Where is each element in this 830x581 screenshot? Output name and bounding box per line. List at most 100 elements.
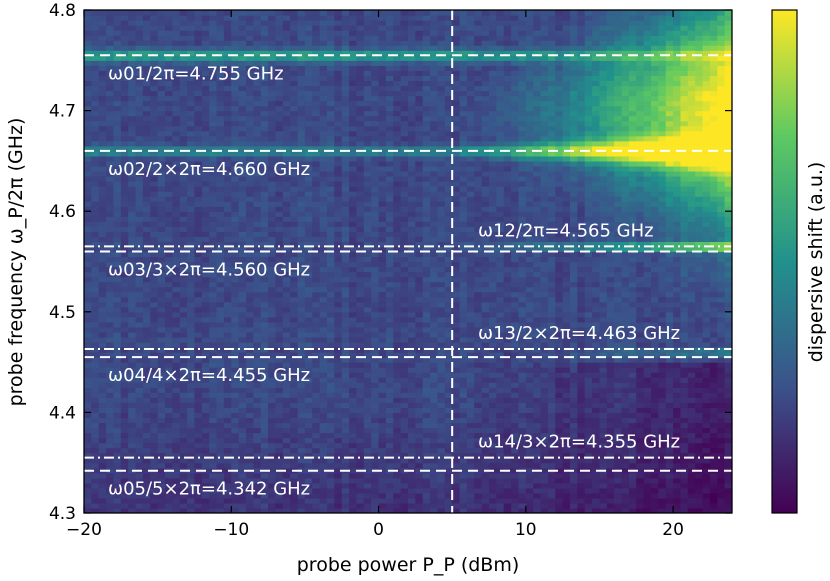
heatmap-cell	[231, 311, 240, 318]
heatmap-cell	[430, 170, 439, 177]
heatmap-cell	[179, 170, 188, 177]
heatmap-cell	[437, 392, 446, 398]
heatmap-cell	[135, 276, 144, 283]
heatmap-cell	[363, 15, 372, 21]
heatmap-cell	[231, 95, 240, 102]
heatmap-cell	[223, 125, 232, 132]
heatmap-cell	[84, 165, 92, 172]
heatmap-cell	[135, 427, 144, 434]
heatmap-cell	[84, 246, 92, 253]
heatmap-cell	[223, 105, 232, 112]
heatmap-cell	[157, 286, 166, 293]
heatmap-cell	[422, 140, 431, 147]
heatmap-cell	[341, 306, 350, 313]
heatmap-cell	[106, 10, 115, 16]
heatmap-cell	[216, 321, 225, 328]
heatmap-cell	[408, 85, 416, 92]
heatmap-cell	[268, 186, 277, 192]
heatmap-cell	[231, 362, 240, 368]
heatmap-cell	[385, 206, 394, 212]
heatmap-cell	[290, 377, 299, 383]
heatmap-cell	[260, 45, 269, 51]
heatmap-cell	[385, 412, 394, 419]
heatmap-cell	[275, 231, 284, 237]
heatmap-cell	[165, 40, 173, 46]
heatmap-cell	[231, 241, 240, 248]
heatmap-cell	[437, 211, 446, 217]
heatmap-cell	[157, 482, 166, 489]
heatmap-cell	[246, 35, 254, 41]
heatmap-cell	[430, 130, 439, 137]
heatmap-cell	[312, 321, 321, 328]
heatmap-cell	[231, 316, 240, 323]
heatmap-cell	[319, 130, 328, 137]
heatmap-cell	[297, 271, 306, 278]
heatmap-cell	[334, 492, 343, 499]
heatmap-cell	[201, 271, 210, 278]
heatmap-cell	[378, 372, 387, 378]
heatmap-cell	[378, 507, 387, 513]
heatmap-cell	[260, 336, 269, 343]
heatmap-cell	[194, 281, 203, 288]
heatmap-cell	[356, 55, 365, 61]
heatmap-cell	[84, 306, 92, 313]
heatmap-cell	[327, 206, 335, 212]
heatmap-cell	[422, 95, 431, 102]
heatmap-cell	[415, 306, 424, 313]
heatmap-cell	[319, 30, 328, 36]
heatmap-cell	[319, 256, 328, 263]
heatmap-cell	[91, 432, 100, 439]
heatmap-cell	[231, 145, 240, 152]
heatmap-cell	[444, 472, 453, 479]
heatmap-cell	[312, 90, 321, 97]
heatmap-cell	[356, 50, 365, 56]
heatmap-cell	[179, 347, 188, 353]
heatmap-cell	[135, 357, 144, 363]
heatmap-cell	[327, 25, 335, 31]
heatmap-cell	[422, 397, 431, 403]
heatmap-cell	[260, 155, 269, 162]
heatmap-cell	[378, 452, 387, 459]
heatmap-cell	[142, 387, 151, 393]
heatmap-cell	[187, 377, 196, 383]
heatmap-cell	[363, 115, 372, 122]
heatmap-cell	[172, 30, 181, 36]
heatmap-cell	[312, 60, 321, 66]
heatmap-cell	[216, 457, 225, 464]
heatmap-cell	[297, 80, 306, 87]
heatmap-cell	[157, 442, 166, 449]
heatmap-cell	[415, 507, 424, 513]
heatmap-cell	[268, 301, 277, 308]
heatmap-cell	[106, 50, 115, 56]
heatmap-cell	[408, 80, 416, 87]
heatmap-cell	[282, 50, 291, 56]
heatmap-cell	[216, 150, 225, 157]
heatmap-cell	[319, 367, 328, 373]
heatmap-cell	[349, 336, 358, 343]
heatmap-cell	[172, 181, 181, 187]
heatmap-cell	[363, 326, 372, 333]
heatmap-cell	[223, 452, 232, 459]
heatmap-cell	[297, 402, 306, 408]
heatmap-cell	[327, 497, 335, 504]
heatmap-cell	[113, 502, 122, 509]
heatmap-cell	[231, 206, 240, 212]
heatmap-cell	[400, 341, 409, 348]
heatmap-cell	[334, 467, 343, 474]
heatmap-cell	[297, 60, 306, 66]
heatmap-cell	[157, 80, 166, 87]
heatmap-cell	[246, 482, 254, 489]
heatmap-cell	[253, 125, 262, 132]
heatmap-cell	[209, 326, 218, 333]
heatmap-cell	[356, 452, 365, 459]
heatmap-cell	[415, 311, 424, 318]
heatmap-cell	[334, 357, 343, 363]
heatmap-cell	[187, 321, 196, 328]
heatmap-cell	[268, 145, 277, 152]
heatmap-cell	[165, 216, 173, 222]
heatmap-cell	[319, 382, 328, 388]
heatmap-cell	[238, 170, 247, 177]
heatmap-cell	[297, 261, 306, 268]
heatmap-cell	[120, 45, 129, 51]
heatmap-cell	[142, 367, 151, 373]
